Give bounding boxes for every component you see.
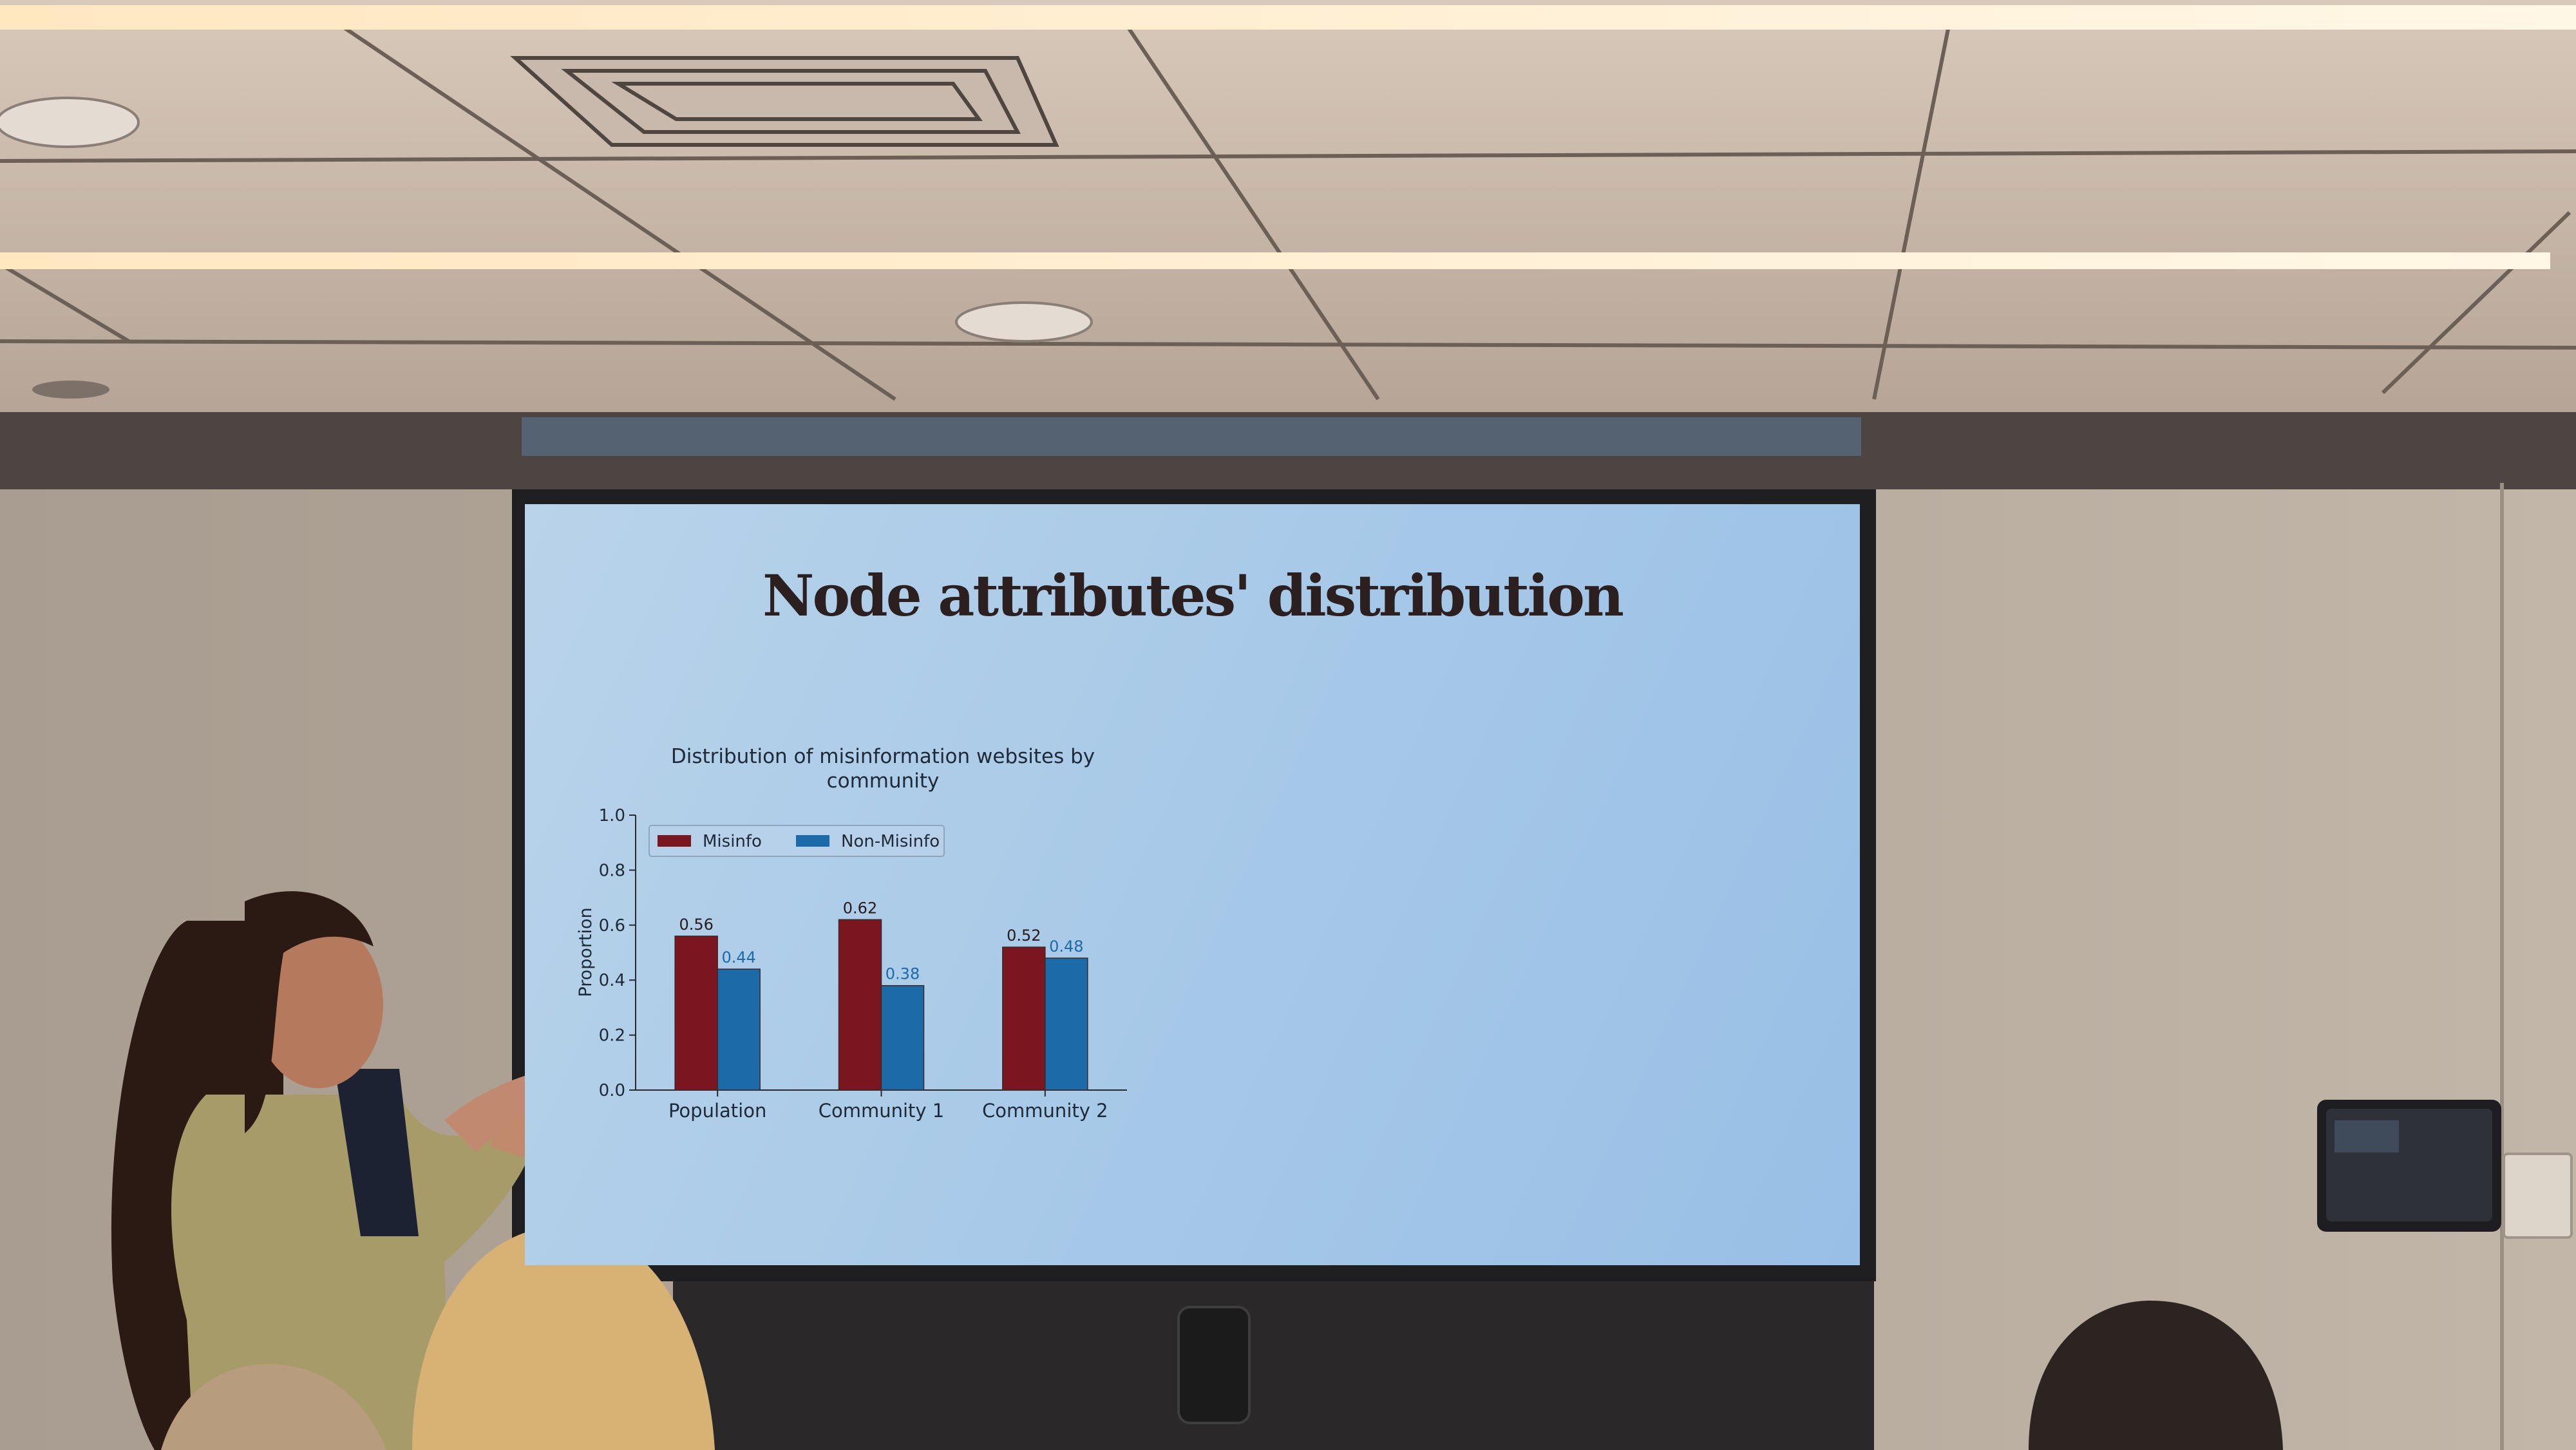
ceiling-light-strip	[0, 252, 2550, 269]
y-tick-label: 0.0	[599, 1081, 625, 1100]
data-label: 0.56	[679, 916, 713, 934]
data-label: 0.48	[1049, 937, 1083, 956]
bar-misinfo	[674, 936, 718, 1091]
data-label: 0.52	[1007, 927, 1041, 945]
bar-chart: Distribution of misinformation websites …	[576, 745, 1127, 1122]
data-label: 0.38	[886, 965, 920, 983]
ceiling-grid	[0, 12, 2576, 401]
wall-switch	[2503, 1153, 2573, 1239]
audience-head	[412, 1226, 715, 1450]
y-tick-label: 0.6	[599, 916, 625, 936]
conference-camera	[1177, 1306, 1251, 1424]
ceiling-sensor	[955, 301, 1093, 343]
bar-non-misinfo	[1045, 957, 1088, 1091]
chart-title: Distribution of misinformation websites …	[671, 745, 1095, 793]
slide-title: Node attributes' distribution	[762, 562, 1624, 629]
x-tick-label: Population	[668, 1100, 766, 1122]
ceiling-light-strip	[0, 5, 2576, 30]
y-axis-label: Proportion	[576, 907, 596, 997]
y-tick-label: 1.0	[599, 806, 625, 825]
ceiling	[0, 0, 2576, 412]
ceiling-sensor	[0, 97, 140, 148]
legend-swatch	[658, 835, 691, 847]
legend-label: Misinfo	[703, 832, 762, 851]
legend-swatch	[796, 835, 829, 847]
y-tick-label: 0.2	[599, 1026, 625, 1046]
data-label: 0.62	[843, 899, 877, 917]
data-label: 0.44	[721, 948, 755, 966]
y-tick-label: 0.4	[599, 971, 625, 990]
bar-misinfo	[838, 919, 882, 1091]
air-vent	[510, 56, 1059, 147]
presentation-slide: Node attributes' distribution Distributi…	[525, 504, 1860, 1265]
x-tick-label: Community 2	[982, 1100, 1108, 1122]
audience-head	[2029, 1301, 2283, 1450]
bar-misinfo	[1002, 946, 1046, 1091]
y-tick-label: 0.8	[599, 861, 625, 880]
bar-non-misinfo	[717, 968, 761, 1091]
screen-stand	[673, 1281, 1874, 1450]
room-control-tablet	[2317, 1100, 2501, 1232]
bar-non-misinfo	[880, 984, 925, 1091]
legend-label: Non-Misinfo	[841, 832, 940, 851]
x-tick-label: Community 1	[819, 1100, 945, 1122]
soffit-reflection	[522, 417, 1861, 456]
ceiling-sensor	[32, 381, 109, 399]
audience-head	[161, 1364, 386, 1450]
